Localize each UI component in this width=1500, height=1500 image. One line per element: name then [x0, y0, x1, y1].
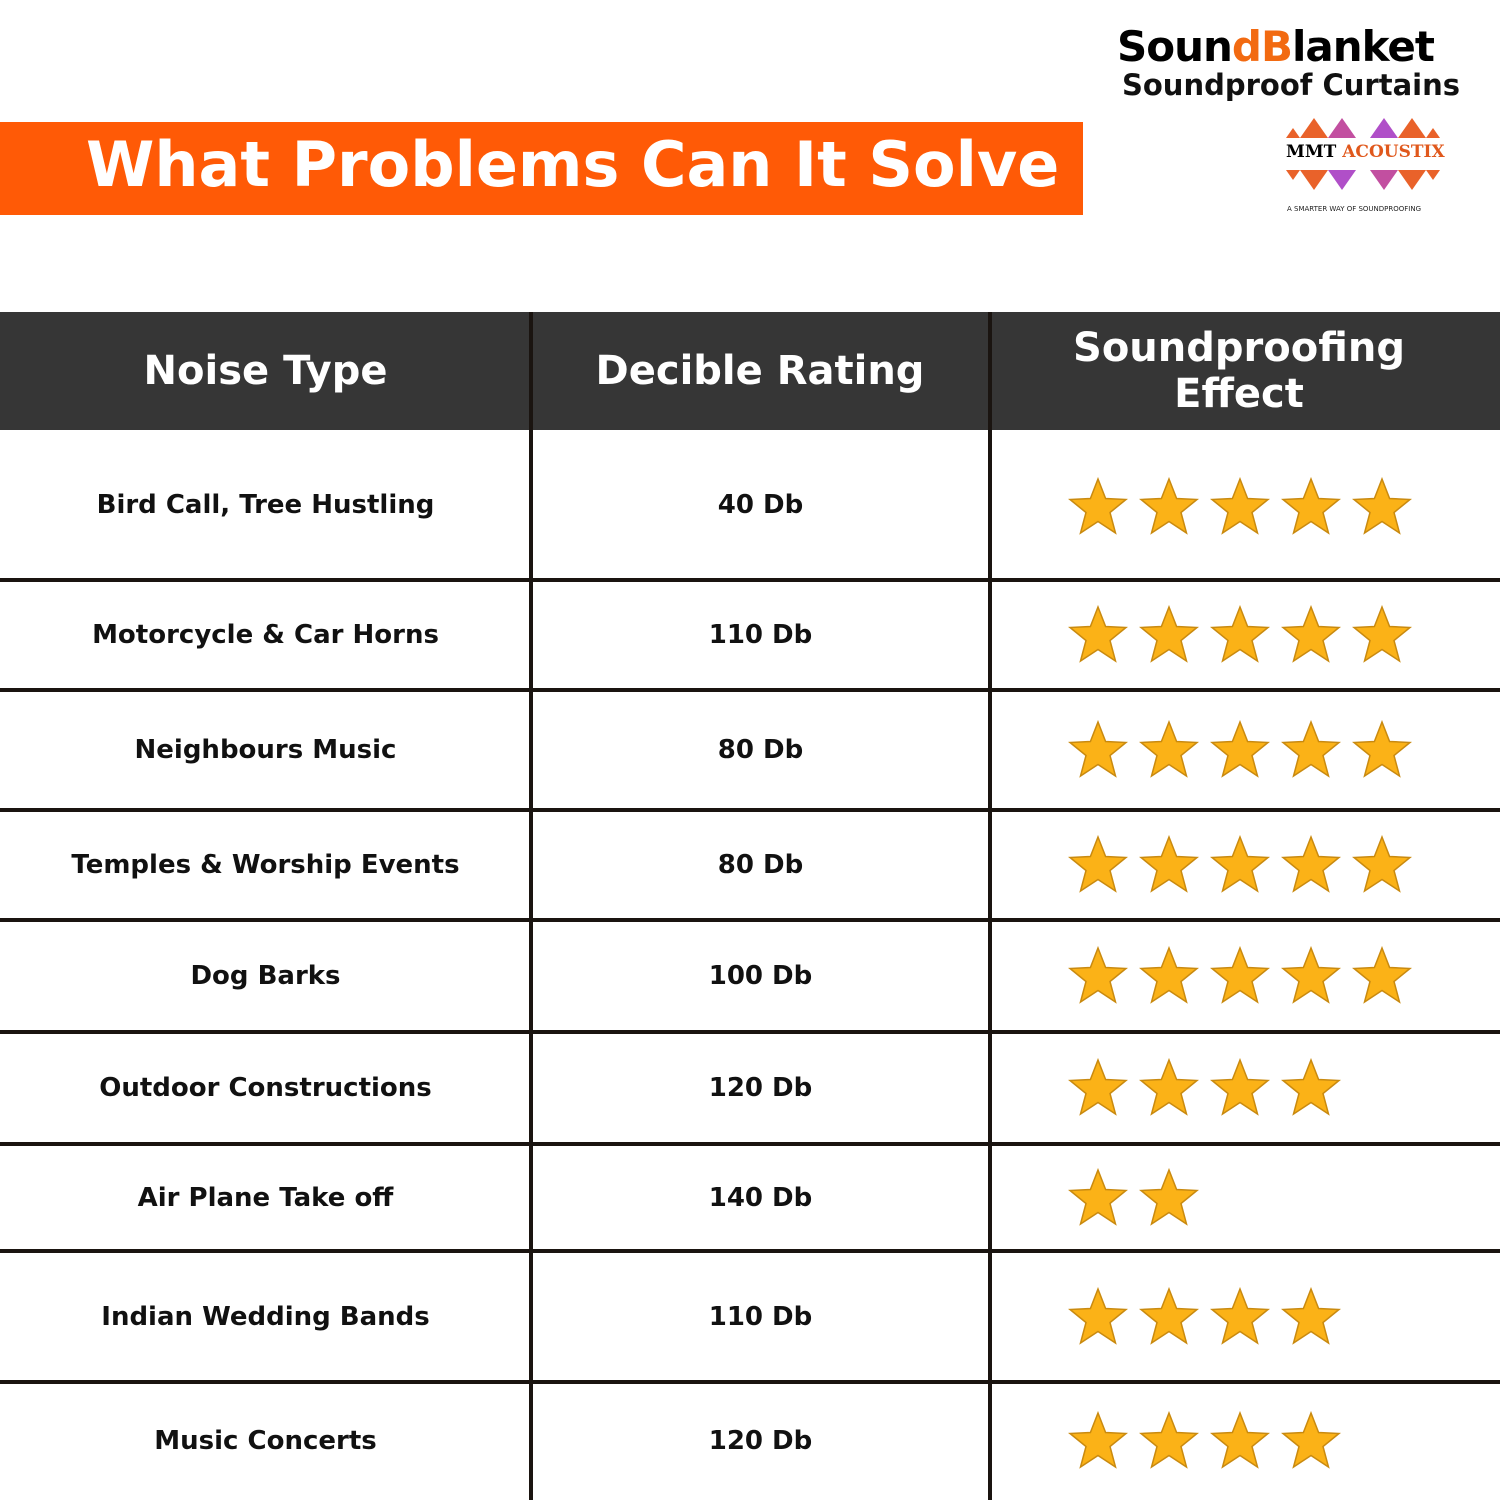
partner-word-1: MMT	[1286, 142, 1337, 162]
star-icon	[1352, 834, 1412, 899]
star-icon	[1352, 604, 1412, 669]
star-icon	[1068, 945, 1128, 1010]
row-divider	[0, 808, 1500, 812]
star-rating	[1068, 834, 1412, 899]
star-rating	[1068, 1286, 1341, 1351]
decibel-rating-cell: 40 Db	[717, 490, 804, 520]
noise-type-cell: Motorcycle & Car Horns	[92, 620, 439, 650]
star-icon	[1139, 834, 1199, 899]
partner-word-2: ACOUSTIX	[1342, 142, 1445, 162]
decibel-rating-cell: 110 Db	[708, 620, 813, 650]
decibel-rating-cell: 140 Db	[708, 1182, 813, 1213]
star-icon	[1139, 945, 1199, 1010]
table-header	[0, 312, 1500, 430]
star-icon	[1139, 1167, 1199, 1232]
star-rating	[1068, 1410, 1341, 1475]
star-icon	[1210, 476, 1270, 541]
title-banner	[0, 122, 1083, 215]
column-header-soundproofing-effect: Soundproofing Effect	[1073, 325, 1405, 417]
column-divider	[529, 312, 533, 1500]
star-icon	[1068, 476, 1128, 541]
star-rating	[1068, 719, 1412, 784]
star-icon	[1139, 1057, 1199, 1122]
decibel-rating-cell: 120 Db	[708, 1073, 813, 1103]
row-divider	[0, 1249, 1500, 1253]
star-icon	[1210, 834, 1270, 899]
star-rating	[1068, 604, 1412, 669]
brand-name-1: Soun	[1117, 22, 1233, 71]
brand-subtitle: Soundproof Curtains	[1122, 68, 1460, 102]
row-divider	[0, 688, 1500, 692]
noise-type-cell: Temples & Worship Events	[71, 850, 460, 880]
star-icon	[1068, 719, 1128, 784]
star-icon	[1139, 1410, 1199, 1475]
decibel-rating-cell: 120 Db	[708, 1426, 813, 1456]
decibel-rating-cell: 110 Db	[708, 1301, 813, 1332]
star-icon	[1139, 1286, 1199, 1351]
star-icon	[1281, 719, 1341, 784]
star-icon	[1281, 834, 1341, 899]
noise-type-cell: Bird Call, Tree Hustling	[96, 490, 435, 520]
noise-type-cell: Air Plane Take off	[137, 1182, 394, 1213]
decibel-rating-cell: 100 Db	[708, 961, 813, 991]
noise-type-cell: Outdoor Constructions	[99, 1073, 432, 1103]
decibel-rating-cell: 80 Db	[717, 850, 804, 880]
star-icon	[1281, 476, 1341, 541]
star-rating	[1068, 476, 1412, 541]
star-icon	[1068, 1057, 1128, 1122]
brand-name-accent: dB	[1231, 22, 1293, 71]
partner-tagline: A SMARTER WAY OF SOUNDPROOFING	[1287, 205, 1422, 213]
star-rating	[1068, 945, 1412, 1010]
page-title: What Problems Can It Solve ?	[86, 128, 1117, 201]
star-icon	[1068, 1286, 1128, 1351]
row-divider	[0, 1380, 1500, 1384]
star-icon	[1068, 604, 1128, 669]
row-divider	[0, 1142, 1500, 1146]
column-divider	[988, 312, 992, 1500]
star-icon	[1068, 834, 1128, 899]
star-icon	[1352, 476, 1412, 541]
star-rating	[1068, 1167, 1199, 1232]
star-icon	[1281, 1057, 1341, 1122]
column-header-noise-type: Noise Type	[143, 348, 388, 394]
row-divider	[0, 1030, 1500, 1034]
star-icon	[1139, 476, 1199, 541]
star-icon	[1210, 604, 1270, 669]
noise-table: Noise Type Decible Rating Soundproofing …	[0, 312, 1500, 1500]
star-icon	[1281, 945, 1341, 1010]
mmt-acoustix-logo-icon	[1286, 118, 1440, 190]
star-icon	[1210, 1410, 1270, 1475]
star-icon	[1139, 719, 1199, 784]
star-icon	[1281, 1286, 1341, 1351]
brand-logo: SoundBlanket	[1117, 22, 1435, 71]
row-divider	[0, 918, 1500, 922]
star-icon	[1068, 1167, 1128, 1232]
noise-type-cell: Dog Barks	[190, 961, 341, 991]
column-header-decibel-rating: Decible Rating	[595, 348, 925, 394]
star-icon	[1068, 1410, 1128, 1475]
star-rating	[1068, 1057, 1341, 1122]
noise-type-cell: Music Concerts	[154, 1426, 377, 1456]
partner-logo-text: MMT ACOUSTIX	[1286, 142, 1445, 162]
noise-type-cell: Indian Wedding Bands	[101, 1301, 430, 1332]
star-icon	[1139, 604, 1199, 669]
row-divider	[0, 578, 1500, 582]
decibel-rating-cell: 80 Db	[717, 735, 804, 765]
star-icon	[1210, 1057, 1270, 1122]
star-icon	[1352, 945, 1412, 1010]
star-icon	[1281, 1410, 1341, 1475]
star-icon	[1210, 945, 1270, 1010]
brand-name-2: lanket	[1291, 22, 1435, 71]
star-icon	[1352, 719, 1412, 784]
star-icon	[1281, 604, 1341, 669]
star-icon	[1210, 719, 1270, 784]
noise-type-cell: Neighbours Music	[134, 735, 397, 765]
star-icon	[1210, 1286, 1270, 1351]
